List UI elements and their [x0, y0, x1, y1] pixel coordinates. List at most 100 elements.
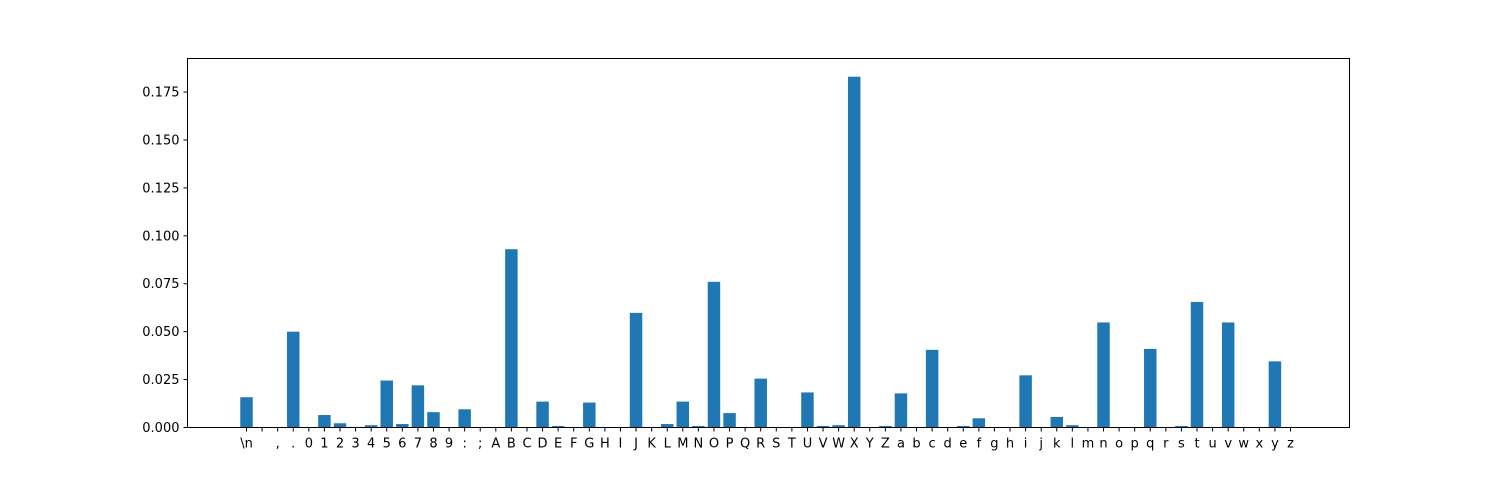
bar-39: [847, 76, 861, 428]
x-tick-label-38: W: [832, 437, 845, 452]
bar-22: [583, 402, 596, 428]
x-axis: \n ,. 0 1 2 3 4 5 6 7 8 9:; A B C D E F G H I J K L M N O P Q R S T U V W…: [240, 427, 1294, 452]
bar-58: [1144, 348, 1157, 428]
bar-50: [1019, 375, 1032, 428]
x-tick-label-65: x: [1255, 437, 1263, 452]
x-tick-label-18: C: [522, 437, 531, 452]
bar-14: [458, 409, 471, 428]
bar-12: [427, 412, 440, 428]
x-tick-label-24: I: [619, 437, 623, 452]
bar-61: [1190, 301, 1204, 428]
bar-10: [396, 424, 409, 428]
x-tick-label-57: p: [1131, 437, 1139, 452]
x-tick-label-28: M: [677, 437, 688, 452]
x-tick-label-3: .: [291, 437, 295, 452]
bar-6: [333, 423, 347, 428]
x-tick-label-29: N: [694, 437, 704, 452]
x-tick-label-55: n: [1099, 437, 1107, 452]
x-tick-label-22: G: [584, 437, 594, 452]
y-tick-label-4: 0.100: [142, 229, 179, 244]
x-tick-label-44: c: [929, 437, 936, 452]
bar-0: [240, 397, 253, 428]
x-tick-label-11: 7: [414, 437, 422, 452]
bar-41: [879, 425, 892, 428]
x-tick-label-59: r: [1163, 437, 1169, 452]
x-tick-label-21: F: [570, 437, 577, 452]
y-tick-label-1: 0.025: [142, 373, 179, 388]
bar-27: [660, 424, 674, 428]
x-tick-label-37: V: [819, 437, 828, 452]
bar-5: [318, 415, 331, 428]
x-tick-label-5: 1: [320, 437, 328, 452]
bar-37: [816, 425, 830, 428]
x-tick-label-25: J: [633, 437, 638, 452]
x-tick-label-26: K: [647, 437, 656, 452]
bar-29: [692, 425, 705, 428]
bar-20: [551, 425, 565, 428]
x-tick-label-56: o: [1115, 437, 1123, 452]
x-tick-label-43: b: [912, 437, 920, 452]
bar-17: [505, 249, 518, 428]
x-tick-label-17: B: [507, 437, 516, 452]
y-tick-label-6: 0.150: [142, 133, 179, 148]
x-tick-label-32: Q: [740, 437, 750, 452]
x-tick-label-51: j: [1038, 437, 1043, 452]
x-tick-label-63: v: [1224, 437, 1232, 452]
x-tick-label-49: h: [1006, 437, 1014, 452]
bar-44: [925, 349, 939, 428]
x-tick-label-10: 6: [398, 437, 406, 452]
bar-33: [754, 378, 767, 428]
x-tick-label-16: A: [491, 437, 500, 452]
bar-38: [832, 425, 845, 428]
bar-25: [629, 312, 643, 428]
bar-52: [1050, 416, 1064, 428]
bar-9: [380, 380, 393, 428]
x-tick-label-12: 8: [429, 437, 437, 452]
x-tick-label-42: a: [897, 437, 905, 452]
x-tick-label-61: t: [1194, 437, 1199, 452]
bar-66: [1268, 361, 1282, 428]
x-tick-label-53: l: [1071, 437, 1075, 452]
x-tick-label-7: 3: [351, 437, 359, 452]
x-tick-label-52: k: [1053, 437, 1061, 452]
bar-46: [957, 425, 970, 428]
x-tick-label-58: q: [1146, 437, 1154, 452]
x-tick-label-46: e: [959, 437, 967, 452]
x-tick-label-47: f: [977, 437, 982, 452]
x-tick-label-35: T: [787, 437, 796, 452]
bar-8: [364, 425, 378, 428]
x-tick-label-66: y: [1271, 437, 1279, 452]
bar-30: [707, 281, 721, 428]
x-tick-label-6: 2: [336, 437, 344, 452]
x-tick-label-40: Y: [865, 437, 874, 452]
plot-frame: [187, 58, 1350, 428]
x-tick-label-23: H: [600, 437, 610, 452]
y-tick-label-3: 0.075: [142, 277, 179, 292]
x-tick-label-15: ;: [478, 437, 482, 452]
x-tick-label-41: Z: [881, 437, 890, 452]
x-tick-label-64: w: [1238, 437, 1249, 452]
bar-28: [676, 401, 690, 428]
x-tick-label-2: ,: [276, 437, 280, 452]
x-tick-label-4: 0: [305, 437, 313, 452]
bar-42: [894, 393, 908, 428]
x-tick-label-45: d: [944, 437, 952, 452]
x-tick-label-14: :: [462, 437, 466, 452]
bar-36: [801, 392, 814, 428]
x-tick-label-60: s: [1178, 437, 1185, 452]
bars-layer: [240, 76, 1282, 428]
y-tick-label-7: 0.175: [142, 86, 179, 101]
x-tick-label-0: \n: [240, 437, 253, 452]
y-tick-label-2: 0.050: [142, 325, 179, 340]
bar-31: [723, 413, 736, 428]
bar-60: [1175, 425, 1188, 428]
bar-55: [1097, 322, 1110, 428]
bar-11: [411, 385, 425, 428]
x-tick-label-33: R: [756, 437, 765, 452]
x-tick-label-62: u: [1208, 437, 1216, 452]
x-tick-label-30: O: [709, 437, 719, 452]
x-tick-label-31: P: [726, 437, 734, 452]
x-tick-label-50: i: [1024, 437, 1028, 452]
x-tick-label-27: L: [664, 437, 672, 452]
